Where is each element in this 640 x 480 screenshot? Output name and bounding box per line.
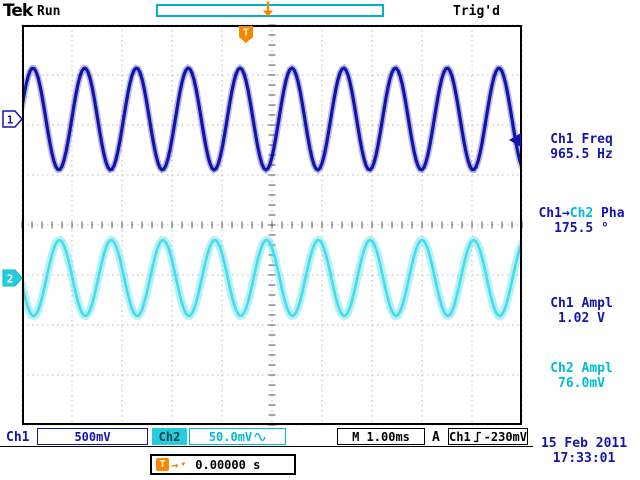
measurement-value: 175.5 ° [554, 221, 609, 236]
measurement-sidebar: Ch1 Freq 965.5 Hz Ch1→Ch2 Pha 175.5 ° Ch… [523, 0, 640, 425]
trigger-info-readout: Ch1 -230mV [448, 428, 528, 445]
acquisition-status: Run [37, 4, 61, 19]
measurement-ch1-freq: Ch1 Freq 965.5 Hz [523, 132, 640, 162]
timebase-readout: M 1.00ms [337, 428, 425, 445]
acquire-mode-label: A [432, 430, 440, 445]
trigger-marker-label: T [243, 28, 249, 39]
trigger-time-value: 0.00000 s [195, 457, 261, 472]
ch1-label: Ch1 [6, 430, 30, 445]
ch1-ground-marker: 1 [2, 110, 23, 128]
measurement-ch2-ampl: Ch2 Ampl 76.0mV [523, 361, 640, 391]
measurement-label: Ch2 Ampl [550, 361, 613, 376]
trigger-t-icon: T [156, 458, 169, 471]
measurement-label: Ch1 Freq [550, 132, 613, 147]
ch1-scale-readout: 500mV [37, 428, 148, 445]
time-label: 17:33:01 [552, 451, 616, 466]
measurement-phase: Ch1→Ch2 Pha 175.5 ° [523, 206, 640, 236]
datetime: 15 Feb 2011 17:33:01 [531, 436, 637, 466]
measurement-value: 1.02 V [558, 311, 605, 326]
date-label: 15 Feb 2011 [540, 436, 628, 451]
trigger-down-icon: ▾ [180, 458, 187, 470]
measurement-value: 965.5 Hz [550, 147, 613, 162]
ch2-scale-readout: 50.0mV [189, 428, 286, 445]
trigger-position-top-icon [263, 1, 273, 17]
measurement-value: 76.0mV [558, 376, 605, 391]
trigger-time-readout: T → ▾ 0.00000 s [150, 454, 296, 475]
measurement-ch1-ampl: Ch1 Ampl 1.02 V [523, 296, 640, 326]
ch1-marker-label: 1 [7, 114, 14, 127]
rising-edge-icon [473, 431, 481, 442]
measurement-label: Ch1→Ch2 Pha [538, 206, 625, 221]
measurement-label: Ch1 Ampl [550, 296, 613, 311]
graticule-grid [21, 24, 523, 426]
tek-logo: Tek [3, 1, 33, 21]
status-divider [0, 446, 533, 447]
trigger-status: Trig'd [453, 4, 500, 19]
ch2-badge: Ch2 [152, 428, 187, 445]
trigger-position-marker: T [239, 26, 253, 43]
ch2-ground-marker: 2 [2, 269, 23, 287]
ac-coupling-icon [254, 432, 266, 441]
waveform-traces [24, 63, 520, 321]
ch2-marker-label: 2 [7, 273, 14, 286]
measure-right-marker [509, 133, 521, 147]
graticule-border [22, 25, 522, 425]
trigger-arrow-icon: → [171, 457, 179, 472]
